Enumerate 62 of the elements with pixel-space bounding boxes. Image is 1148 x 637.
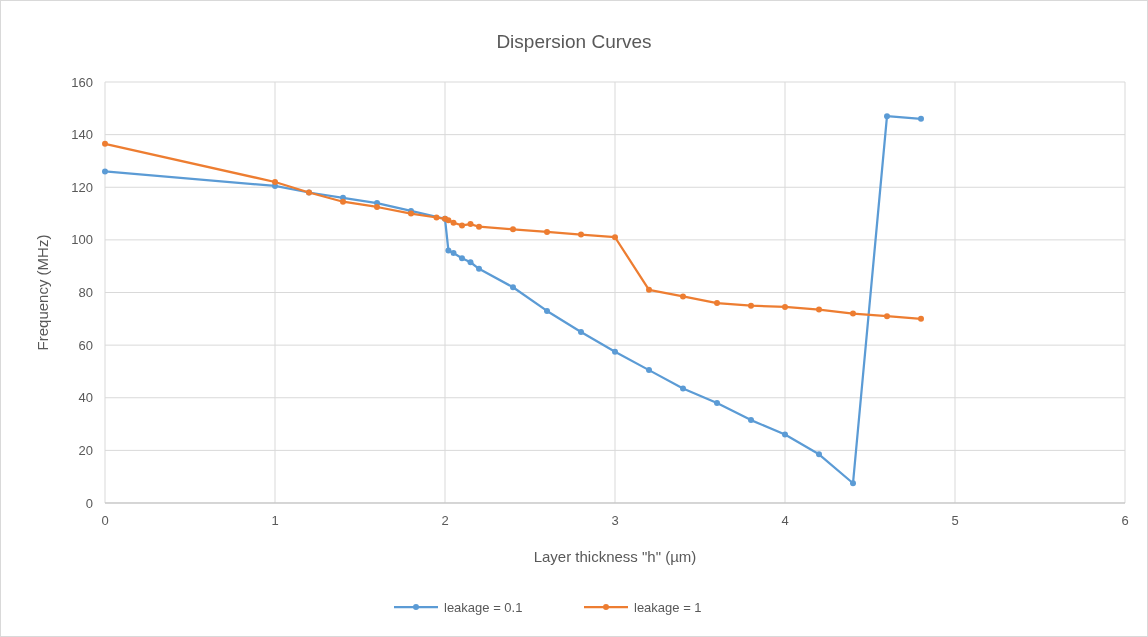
point <box>544 228 550 235</box>
y-tick-label: 60 <box>78 337 93 353</box>
point <box>467 259 474 266</box>
x-tick-label: 0 <box>101 513 109 528</box>
point <box>748 302 754 309</box>
point <box>680 293 686 300</box>
point <box>102 140 108 147</box>
legend-label: leakage = 0.1 <box>444 599 523 615</box>
point <box>102 168 108 175</box>
y-tick-label: 20 <box>78 442 93 458</box>
y-tick-label: 80 <box>78 285 93 301</box>
x-tick-label: 6 <box>1121 513 1129 528</box>
y-tick-label: 140 <box>71 127 93 143</box>
point <box>578 328 584 335</box>
point <box>918 315 924 322</box>
point <box>646 286 652 293</box>
y-tick-label: 40 <box>78 390 93 406</box>
y-tick-label: 160 <box>71 74 93 90</box>
point <box>884 113 890 120</box>
point <box>612 348 618 355</box>
chart-title: Dispersion Curves <box>496 31 652 52</box>
point <box>476 265 482 272</box>
point <box>459 255 465 262</box>
point <box>450 219 457 226</box>
x-tick-label: 1 <box>271 513 279 528</box>
x-axis-title: Layer thickness "h" (µm) <box>533 548 697 565</box>
point <box>433 214 440 221</box>
point <box>544 307 550 314</box>
point <box>782 431 788 438</box>
point <box>272 178 278 185</box>
legend-label: leakage = 1 <box>634 599 702 615</box>
y-tick-label: 0 <box>85 495 93 511</box>
point <box>680 385 686 392</box>
point <box>450 250 457 257</box>
point <box>612 234 618 241</box>
point <box>459 222 465 229</box>
point <box>748 417 754 424</box>
x-tick-label: 5 <box>951 513 959 528</box>
y-tick-label: 100 <box>71 232 93 248</box>
point <box>510 226 516 233</box>
point <box>476 223 482 230</box>
point <box>816 306 822 313</box>
point <box>884 313 890 320</box>
point <box>467 221 474 228</box>
point <box>816 451 822 458</box>
point <box>850 480 856 487</box>
point <box>850 310 856 317</box>
point <box>782 303 788 310</box>
x-tick-label: 4 <box>781 513 789 528</box>
point <box>340 198 346 205</box>
x-tick-label: 3 <box>611 513 619 528</box>
point <box>510 284 516 291</box>
y-tick-label: 120 <box>71 179 93 195</box>
point <box>578 231 584 238</box>
y-axis-title: Frequency (MHz) <box>34 234 51 351</box>
point <box>445 247 452 254</box>
point <box>714 300 720 307</box>
x-tick-label: 2 <box>441 513 449 528</box>
point <box>918 115 924 122</box>
point <box>714 400 720 407</box>
point <box>646 367 652 374</box>
point <box>445 217 452 224</box>
